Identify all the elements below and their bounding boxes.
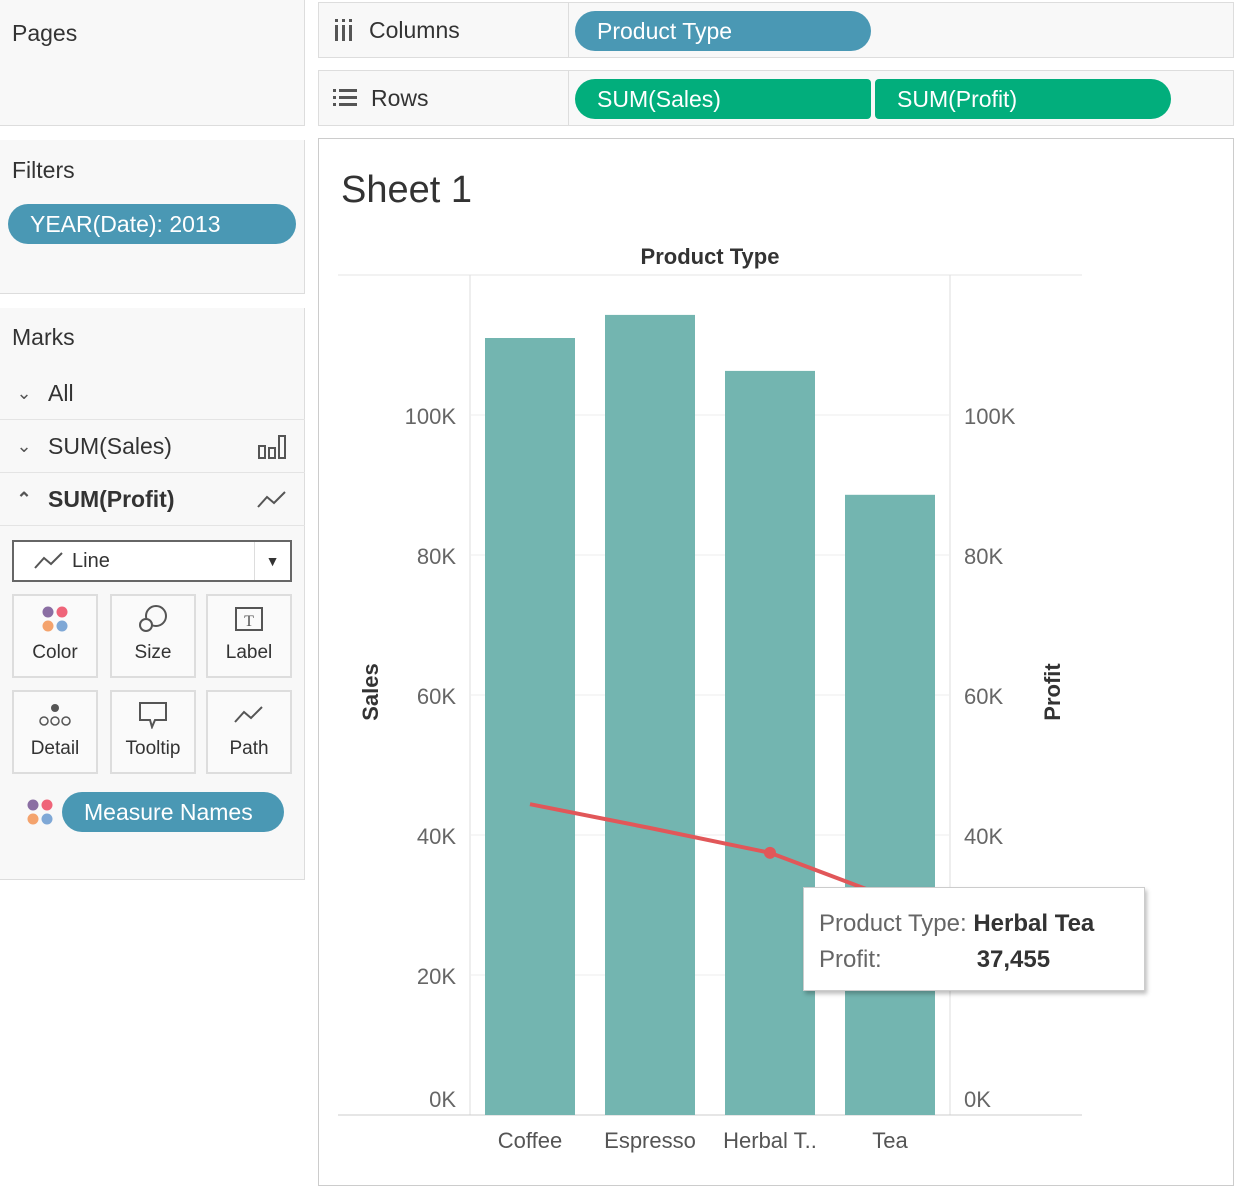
rows-label-text: Rows (371, 84, 429, 111)
card-label: Path (229, 738, 269, 759)
y2-tick-label: 40K (964, 824, 1003, 849)
columns-label: Columns (319, 3, 569, 57)
rows-shelf: Rows SUM(Sales) SUM(Profit) (318, 70, 1234, 126)
card-label: Color (32, 642, 78, 663)
mark-type-dropdown[interactable]: Line ▼ (12, 540, 292, 582)
mark-type-value: Line (72, 549, 110, 572)
marks-row-label: SUM(Profit) (48, 486, 175, 512)
label-card[interactable]: T Label (206, 594, 292, 678)
label-icon: T (208, 596, 290, 642)
tooltip-value: Herbal Tea (973, 910, 1095, 937)
marks-row-all[interactable]: ⌄ All (0, 368, 305, 420)
sheet-title: Sheet 1 (341, 169, 472, 211)
chevron-down-icon: ⌄ (16, 436, 32, 456)
chevron-down-icon: ⌄ (16, 383, 32, 403)
rows-label: Rows (319, 71, 569, 125)
y2-tick-label: 100K (964, 404, 1016, 429)
svg-text:T: T (244, 613, 254, 630)
bar-tea (845, 494, 935, 1115)
y-tick-label: 0K (429, 1087, 456, 1112)
path-icon (208, 692, 290, 738)
measure-names-pill[interactable]: Measure Names (62, 792, 284, 832)
profit-point-highlighted (764, 846, 776, 859)
tooltip-key: Profit: (819, 946, 882, 973)
rows-pill-profit[interactable]: SUM(Profit) (875, 79, 1171, 119)
columns-shelf: Columns Product Type (318, 2, 1234, 58)
card-label: Detail (30, 738, 80, 759)
profit-line (529, 802, 891, 900)
columns-pill-product-type[interactable]: Product Type (575, 11, 871, 51)
marks-row-sales[interactable]: ⌄ SUM(Sales) (0, 421, 305, 473)
dropdown-arrow-icon: ▼ (254, 542, 290, 580)
marks-row-label: SUM(Sales) (48, 433, 172, 459)
y-tick-label: 100K (405, 404, 457, 429)
marks-title: Marks (12, 324, 75, 350)
tooltip-value: 37,455 (976, 946, 1051, 973)
y-tick-label: 80K (417, 544, 456, 569)
marks-row-profit[interactable]: ⌃ SUM(Profit) (0, 474, 305, 526)
detail-icon (14, 692, 96, 738)
y2-tick-label: 80K (964, 544, 1003, 569)
y-tick-label: 40K (417, 824, 456, 849)
color-icon (14, 596, 96, 642)
y-tick-label: 60K (417, 684, 456, 709)
x-tick-label: Tea (872, 1128, 908, 1153)
size-icon (112, 596, 194, 642)
line-chart-icon (257, 490, 286, 508)
pages-title: Pages (12, 20, 78, 46)
y-axis-title: Sales (358, 663, 383, 721)
tooltip-card[interactable]: Tooltip (110, 690, 196, 774)
x-tick-label: Espresso (604, 1128, 696, 1153)
path-card[interactable]: Path (206, 690, 292, 774)
line-chart-icon (34, 552, 63, 569)
y2-tick-label: 60K (964, 684, 1003, 709)
bar-herbalt (725, 370, 815, 1115)
bar-chart-icon (258, 434, 286, 459)
chevron-up-icon: ⌃ (16, 489, 32, 509)
detail-card[interactable]: Detail (12, 690, 98, 774)
card-label: Size (134, 642, 172, 663)
y-tick-label: 20K (417, 964, 456, 989)
color-icon (27, 799, 53, 825)
tooltip: Product Type: Herbal Tea Profit: 37,455 (803, 887, 1145, 991)
filters-title: Filters (12, 157, 75, 183)
rows-icon (333, 89, 357, 106)
bar-espresso (605, 314, 695, 1115)
pages-panel: Pages (0, 0, 305, 126)
x-tick-label: Herbal T.. (723, 1128, 817, 1153)
x-tick-label: Coffee (498, 1128, 562, 1153)
card-label: Label (225, 642, 273, 663)
filter-pill-year[interactable]: YEAR(Date): 2013 (8, 204, 296, 244)
filters-panel: Filters YEAR(Date): 2013 (0, 140, 305, 294)
columns-label-text: Columns (369, 16, 460, 43)
bar-coffee (485, 338, 575, 1115)
rows-pill-sales[interactable]: SUM(Sales) (575, 79, 871, 119)
size-card[interactable]: Size (110, 594, 196, 678)
column-header-title: Product Type (641, 244, 780, 269)
marks-row-label: All (48, 380, 74, 406)
columns-icon (335, 19, 352, 41)
tooltip-key: Product Type: (819, 910, 967, 937)
card-label: Tooltip (125, 738, 181, 759)
color-card[interactable]: Color (12, 594, 98, 678)
tooltip-icon (112, 692, 194, 738)
marks-panel: Marks ⌄ All ⌄ SUM(Sales) ⌃ SUM(Profit) Line… (0, 308, 305, 880)
y2-tick-label: 0K (964, 1087, 991, 1112)
y2-axis-title: Profit (1040, 663, 1065, 721)
